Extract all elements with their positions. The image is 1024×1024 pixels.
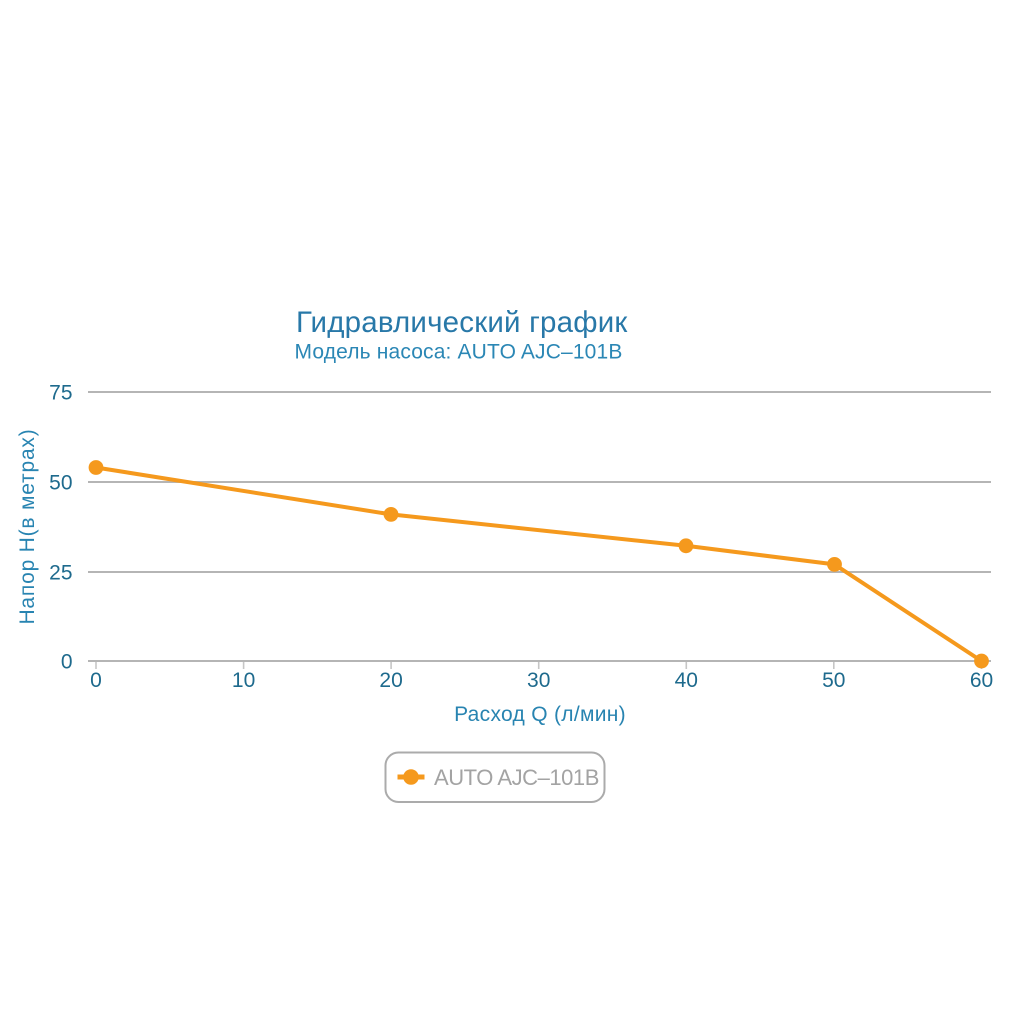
svg-text:Гидравлический график: Гидравлический график	[296, 306, 628, 339]
svg-text:AUTO AJC–101B: AUTO AJC–101B	[434, 765, 599, 790]
svg-text:10: 10	[232, 669, 255, 692]
svg-text:50: 50	[49, 472, 72, 495]
svg-text:60: 60	[970, 669, 993, 692]
svg-text:0: 0	[61, 651, 73, 674]
svg-text:Модель насоса: AUTO AJC–101B: Модель насоса: AUTO AJC–101B	[295, 341, 623, 364]
svg-text:Расход Q (л/мин): Расход Q (л/мин)	[454, 703, 626, 726]
svg-text:Напор H(в метрах): Напор H(в метрах)	[16, 428, 39, 624]
svg-text:30: 30	[527, 669, 550, 692]
svg-text:40: 40	[675, 669, 698, 692]
svg-text:20: 20	[379, 669, 402, 692]
svg-text:50: 50	[822, 669, 845, 692]
svg-text:25: 25	[49, 562, 72, 585]
svg-text:0: 0	[90, 669, 102, 692]
svg-text:75: 75	[49, 382, 72, 405]
